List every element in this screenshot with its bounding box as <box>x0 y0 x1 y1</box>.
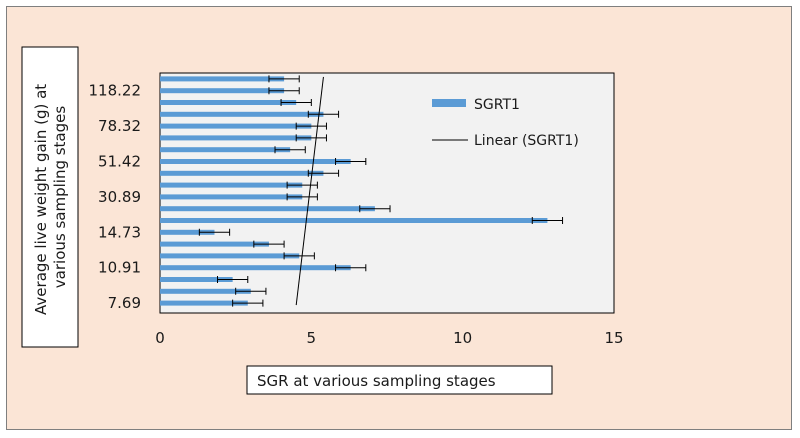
bar-17 <box>160 100 297 105</box>
bar-11 <box>160 170 324 176</box>
error-bar-15 <box>295 122 327 130</box>
trendline-line <box>295 76 324 306</box>
error-bar-8 <box>359 205 391 213</box>
error-bar-11 <box>307 169 340 177</box>
error-bar-16 <box>307 110 340 118</box>
bar-4 <box>160 253 300 259</box>
legend-label-trend: Linear (SGRT1) <box>474 133 579 149</box>
bar-1 <box>160 288 251 294</box>
x-tick-labels: 0 5 10 15 <box>155 329 623 347</box>
bar-15 <box>160 123 312 129</box>
y-tick-label: 14.73 <box>98 223 141 241</box>
trendline <box>295 76 324 306</box>
bar-2 <box>160 277 233 282</box>
legend: SGRT1 Linear (SGRT1) <box>432 97 579 149</box>
y-tick-label: 7.69 <box>108 294 141 312</box>
error-bar-7 <box>531 217 564 224</box>
error-bar-17 <box>280 99 312 106</box>
bar-19 <box>160 76 285 82</box>
y-axis-title: Average live weight gain (g) at various … <box>32 79 69 315</box>
bar-0 <box>160 300 248 306</box>
x-axis-title-box <box>246 365 553 395</box>
error-bar-2 <box>217 276 249 283</box>
error-bar-6 <box>198 228 231 236</box>
y-tick-labels: 7.69 10.91 14.73 30.89 51.42 78.32 118.22 <box>89 82 142 312</box>
y-tick-label: 118.22 <box>89 82 142 100</box>
y-tick-label: 10.91 <box>98 259 141 277</box>
bar-14 <box>160 135 312 141</box>
bar-12 <box>160 159 351 164</box>
error-bar-10 <box>286 181 318 189</box>
error-bar-5 <box>253 240 285 248</box>
y-axis-title-box <box>21 46 79 348</box>
error-bar-3 <box>335 264 367 272</box>
bar-16 <box>160 111 324 117</box>
error-bar-12 <box>335 158 367 165</box>
bar-18 <box>160 88 285 94</box>
error-bar-18 <box>268 87 300 95</box>
bar-7 <box>160 218 548 223</box>
y-tick-label: 51.42 <box>98 153 141 171</box>
y-tick-label: 78.32 <box>98 117 141 135</box>
error-bar-0 <box>232 299 264 307</box>
legend-swatch-bar <box>432 99 466 107</box>
error-bar-19 <box>268 75 300 83</box>
bar-3 <box>160 265 351 271</box>
bars <box>160 75 564 307</box>
bar-5 <box>160 241 269 247</box>
error-bar-14 <box>295 134 327 142</box>
legend-label-series: SGRT1 <box>474 97 520 113</box>
bar-10 <box>160 182 303 188</box>
error-bar-4 <box>283 252 315 260</box>
bar-8 <box>160 206 375 212</box>
x-tick-label: 0 <box>155 329 165 347</box>
x-axis-title: SGR at various sampling stages <box>257 372 496 390</box>
bar-13 <box>160 147 291 153</box>
bar-6 <box>160 229 215 235</box>
error-bar-9 <box>286 193 318 201</box>
error-bar-13 <box>274 146 306 154</box>
y-tick-label: 30.89 <box>98 188 141 206</box>
error-bar-1 <box>235 287 267 295</box>
x-tick-label: 15 <box>604 329 623 347</box>
x-tick-label: 5 <box>307 329 317 347</box>
bar-9 <box>160 194 303 200</box>
x-tick-label: 10 <box>453 329 472 347</box>
